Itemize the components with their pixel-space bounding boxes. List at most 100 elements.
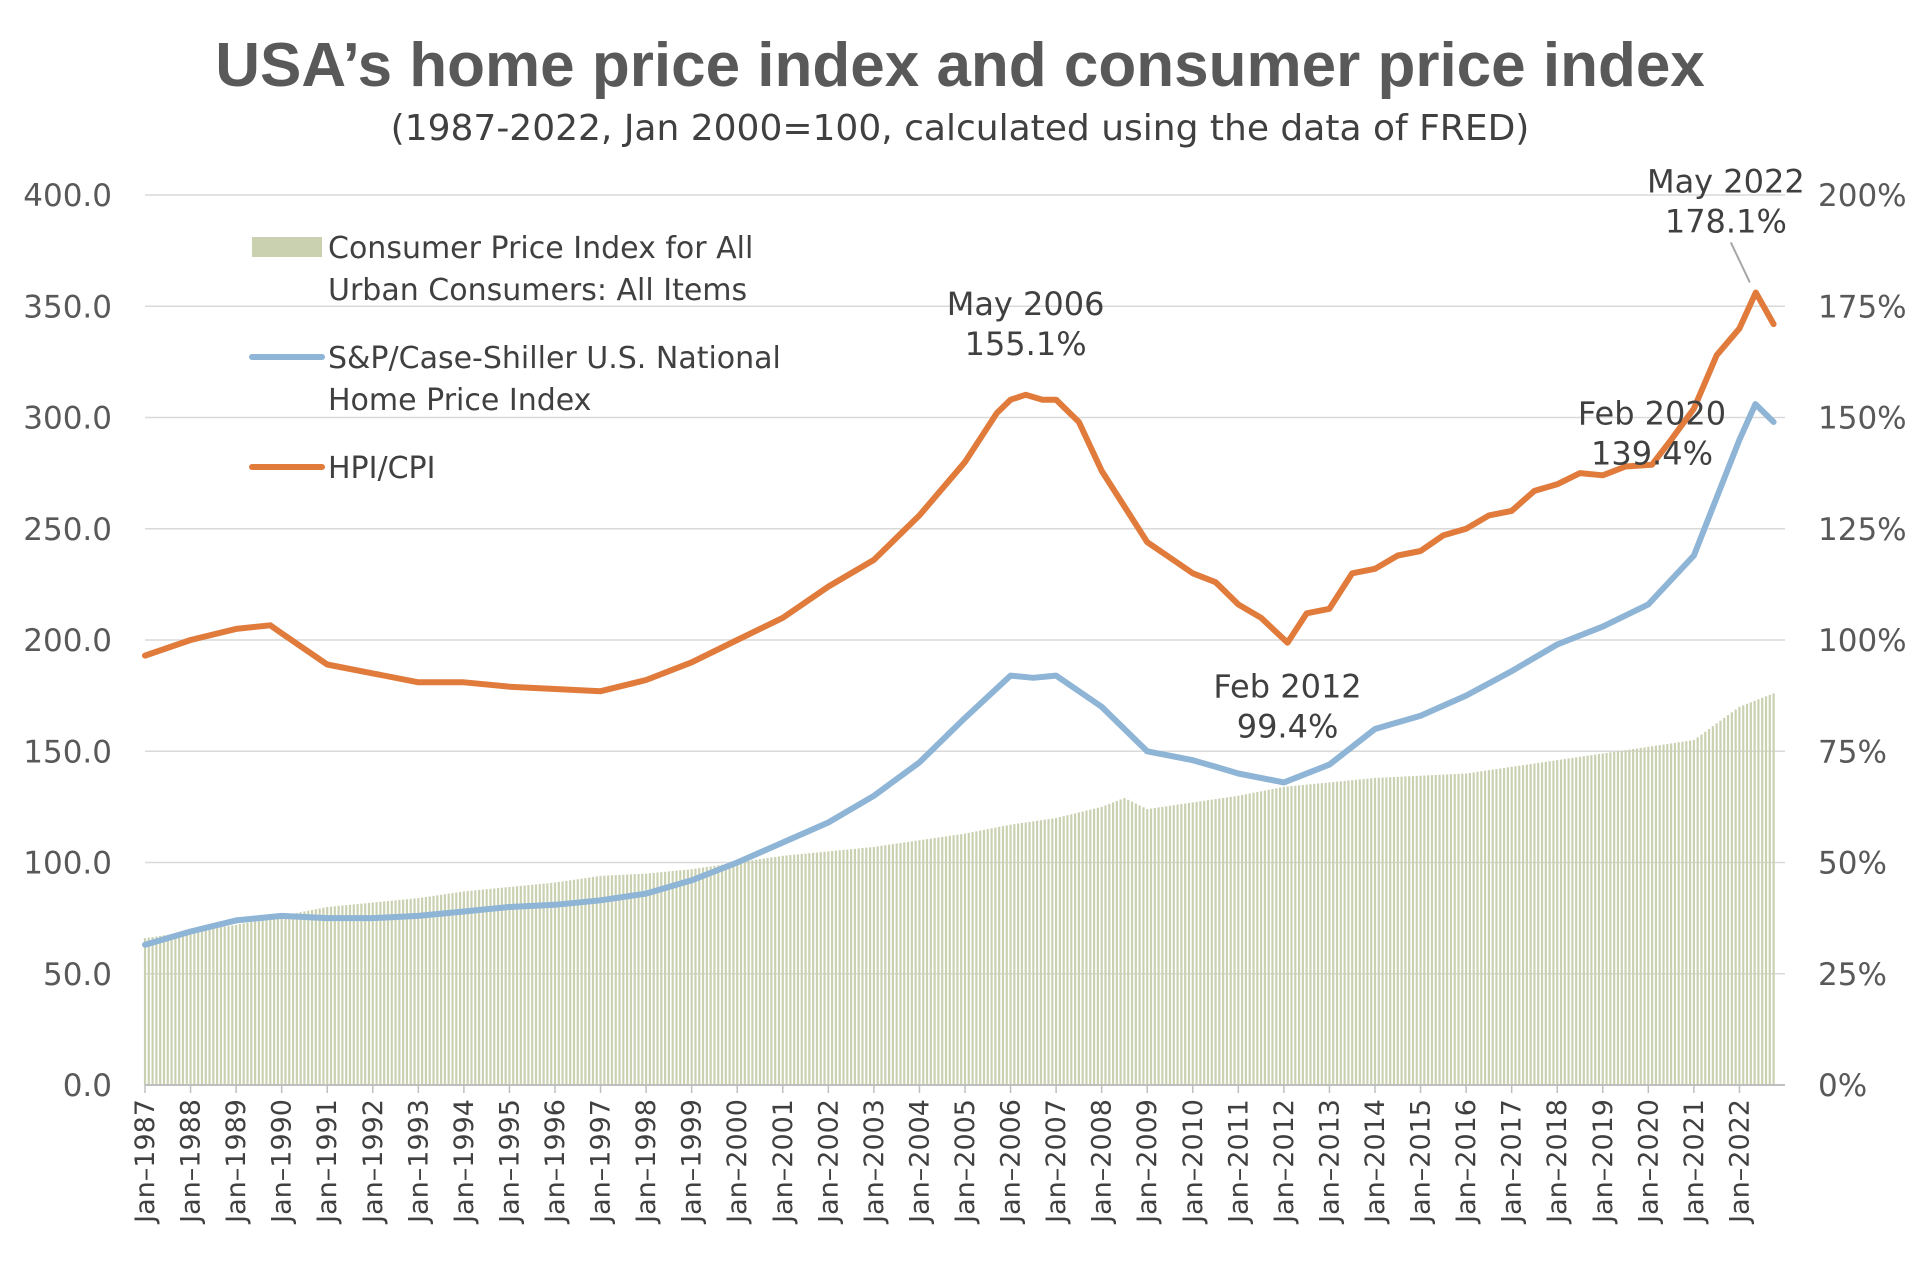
cpi-bar [641, 873, 644, 1085]
cpi-bar [348, 904, 352, 1085]
cpi-bar [1404, 776, 1407, 1085]
cpi-bar [1688, 740, 1692, 1085]
cpi-bar [838, 850, 841, 1085]
cpi-bar [1373, 777, 1377, 1085]
cpi-bar [1366, 778, 1369, 1085]
cpi-bar [622, 874, 625, 1085]
annotation-value: 139.4% [1591, 435, 1713, 473]
annotation-date: May 2022 [1647, 162, 1805, 200]
cpi-bar [982, 829, 986, 1085]
x-tick-label: Jan–1993 [403, 1099, 434, 1225]
cpi-bar [1590, 755, 1593, 1085]
cpi-bar [876, 846, 879, 1085]
x-tick-label: Jan–1998 [631, 1099, 662, 1225]
x-tick-label: Jan–2002 [813, 1099, 844, 1225]
hpi-cpi-line [142, 289, 1777, 695]
cpi-bar [1525, 764, 1528, 1085]
cpi-bar [1282, 786, 1285, 1085]
cpi-bar [922, 839, 925, 1085]
cpi-bar [159, 935, 162, 1085]
cpi-bar [269, 918, 272, 1085]
cpi-bar [341, 905, 344, 1085]
y-left-tick-label: 200.0 [23, 623, 112, 659]
cpi-bar [1222, 797, 1225, 1085]
cpi-bar [534, 884, 538, 1085]
cpi-bar [834, 850, 838, 1085]
cpi-bar [1571, 757, 1574, 1085]
cpi-bar [1305, 784, 1308, 1085]
annotation-date: Feb 2020 [1578, 395, 1726, 433]
cpi-bar [1700, 734, 1703, 1085]
cpi-bar [960, 834, 963, 1085]
cpi-bar [246, 922, 249, 1085]
cpi-bar [303, 911, 306, 1085]
cpi-bar [1442, 774, 1445, 1085]
cpi-bar [1347, 780, 1350, 1085]
cpi-bar [356, 904, 359, 1085]
y-right-tick-label: 75% [1818, 734, 1887, 770]
cpi-bar [1476, 771, 1479, 1085]
cpi-bar [447, 893, 450, 1085]
cpi-bar [1643, 747, 1646, 1085]
y-right-tick-label: 175% [1818, 289, 1907, 325]
cpi-bar [1020, 823, 1024, 1085]
cpi-bar [1024, 822, 1027, 1085]
cpi-bar [1248, 793, 1251, 1085]
cpi-bar [1495, 769, 1498, 1085]
cpi-bar [1138, 805, 1141, 1085]
cpi-bar [337, 905, 340, 1085]
cpi-bar [364, 903, 367, 1085]
cpi-bar [1673, 742, 1677, 1085]
cpi-bar [1582, 756, 1585, 1085]
cpi-bar [610, 875, 614, 1085]
y-left-tick-label: 150.0 [23, 734, 112, 770]
cpi-bar [861, 848, 864, 1085]
cpi-bar [1552, 760, 1555, 1085]
cpi-bar [1036, 820, 1039, 1085]
cpi-bar [1415, 775, 1418, 1085]
x-tick-label: Jan–1987 [130, 1099, 161, 1225]
cpi-bar [424, 896, 428, 1085]
cpi-bar [1586, 755, 1589, 1085]
x-tick-label: Jan–2015 [1406, 1099, 1437, 1225]
cpi-bar [519, 885, 522, 1085]
cpi-bar [1358, 779, 1361, 1085]
cpi-bar [580, 878, 583, 1085]
cpi-bar [1597, 754, 1601, 1085]
x-tick-label: Jan–2011 [1223, 1099, 1254, 1225]
cpi-bar [428, 896, 431, 1085]
cpi-bar [1594, 754, 1597, 1085]
cpi-bar [952, 835, 955, 1085]
cpi-bar [1453, 774, 1456, 1085]
cpi-bar [1556, 760, 1559, 1085]
cpi-bar [1115, 800, 1118, 1085]
cpi-bar [1654, 745, 1658, 1085]
cpi-bar [576, 879, 579, 1085]
cpi-bars [143, 693, 1775, 1085]
cpi-bar [1616, 751, 1620, 1085]
cpi-bar [1241, 795, 1244, 1085]
cpi-bar [474, 890, 477, 1085]
cpi-bar [284, 915, 287, 1085]
cpi-bar [189, 931, 192, 1085]
cpi-bar [1089, 809, 1092, 1085]
y-right-tick-label: 100% [1818, 623, 1907, 659]
chart-subtitle: (1987-2022, Jan 2000=100, calculated usi… [390, 108, 1530, 149]
cpi-bar [1275, 788, 1278, 1085]
cpi-bar [626, 874, 629, 1085]
cpi-bar [1742, 705, 1745, 1085]
cpi-bar [1749, 702, 1752, 1085]
cpi-bar [1419, 775, 1422, 1085]
cpi-bar [1730, 712, 1733, 1085]
cpi-bar [1446, 774, 1449, 1085]
cpi-bar [1726, 715, 1730, 1085]
cpi-bar [1009, 824, 1012, 1085]
cpi-bar [1738, 706, 1741, 1085]
cpi-bar [1092, 808, 1096, 1085]
cpi-bar [747, 860, 750, 1085]
cpi-bar [1540, 762, 1544, 1085]
cpi-bar [360, 903, 363, 1085]
y-right-tick-label: 150% [1818, 401, 1907, 437]
cpi-bar [925, 839, 929, 1085]
cpi-bar [1681, 741, 1684, 1085]
